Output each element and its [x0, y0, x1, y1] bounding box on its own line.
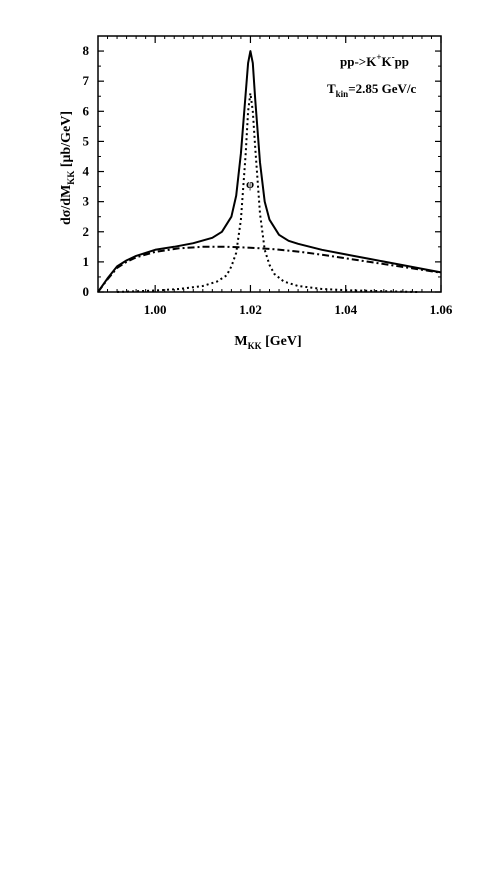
y-tick-label: 5	[83, 133, 90, 148]
energy-sub: kin	[336, 89, 349, 99]
tick-labels: 0 1 2 3 4 5 6 7 8 1.00 1.02 1.04 1.06	[83, 43, 453, 317]
y-tick-label: 7	[83, 73, 90, 88]
tick-marks	[98, 36, 442, 293]
y-axis-label-sub: KK	[66, 171, 76, 185]
x-tick-label: 1.00	[144, 302, 167, 317]
y-tick-label: 8	[83, 43, 90, 58]
reaction-sup2: -	[392, 52, 395, 62]
reaction-sup1: +	[376, 52, 381, 62]
x-axis-label-sub: KK	[248, 341, 262, 351]
y-axis-label: dσ/dMKK [μb/GeV]	[59, 111, 76, 225]
energy-post: =2.85 GeV/c	[348, 81, 416, 96]
y-tick-label: 3	[83, 194, 90, 209]
x-tick-label: 1.06	[430, 302, 453, 317]
series-solid-line	[97, 50, 442, 293]
energy-annotation: Tkin=2.85 GeV/c	[327, 81, 416, 99]
x-axis-label: MKK [GeV]	[234, 334, 301, 351]
series-dotted-line	[117, 92, 418, 293]
y-axis-label-rest: [μb/GeV]	[59, 111, 74, 171]
y-axis-label-pre: dσ/dM	[59, 185, 74, 225]
reaction-pre: pp->K	[340, 54, 377, 69]
x-axis-label-main: M	[234, 334, 247, 349]
phi-peak-label: φ	[246, 176, 254, 191]
reaction-post: pp	[395, 54, 409, 69]
reaction-annotation: pp->K+K-pp	[340, 52, 409, 69]
series-dashdot-line	[97, 245, 442, 293]
y-tick-label: 4	[83, 164, 90, 179]
reaction-mid: K	[381, 54, 392, 69]
x-tick-label: 1.04	[334, 302, 357, 317]
energy-pre: T	[327, 81, 336, 96]
y-tick-label: 0	[83, 284, 90, 299]
y-tick-label: 1	[83, 254, 90, 269]
x-axis-label-rest: [GeV]	[262, 334, 302, 349]
y-tick-label: 2	[83, 224, 90, 239]
x-tick-label: 1.02	[239, 302, 262, 317]
series-group	[97, 50, 442, 293]
y-tick-label: 6	[83, 103, 90, 118]
